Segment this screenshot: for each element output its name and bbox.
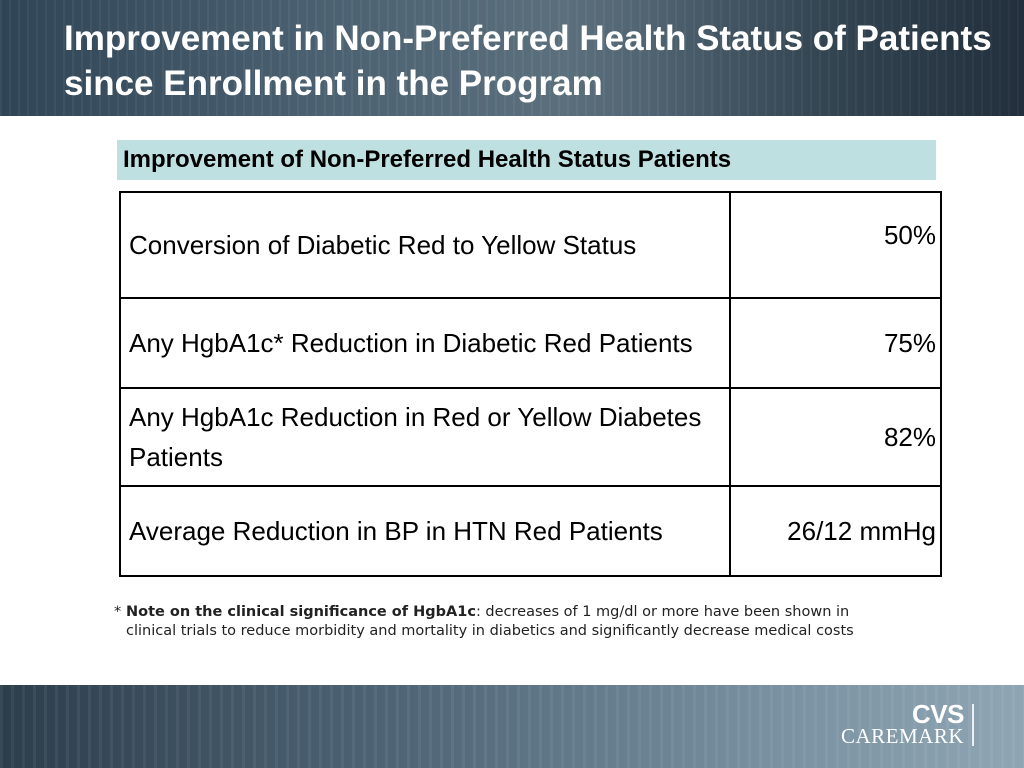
table-subtitle: Improvement of Non-Preferred Health Stat… <box>117 140 936 180</box>
row-label: Any HgbA1c Reduction in Red or Yellow Di… <box>118 387 732 487</box>
row-value: 26/12 mmHg <box>729 485 942 577</box>
logo-cvs-text: CVS <box>912 699 964 729</box>
table-row: Average Reduction in BP in HTN Red Patie… <box>118 485 942 577</box>
footnote-text: : decreases of 1 mg/dl or more have been… <box>126 604 854 639</box>
footnote: * Note on the clinical significance of H… <box>114 603 874 641</box>
header-band <box>0 0 1024 116</box>
footer-band <box>0 685 1024 768</box>
table-row: Any HgbA1c* Reduction in Diabetic Red Pa… <box>118 297 942 389</box>
results-table: Conversion of Diabetic Red to Yellow Sta… <box>118 191 942 577</box>
header-shade <box>644 0 1024 116</box>
logo-divider <box>972 704 974 746</box>
row-value: 50% <box>729 191 942 299</box>
footnote-marker: * <box>114 604 122 620</box>
cvs-caremark-logo: CVS CAREMARK <box>841 699 976 750</box>
row-value: 75% <box>729 297 942 389</box>
slide-title: Improvement in Non-Preferred Health Stat… <box>64 19 992 103</box>
row-label: Average Reduction in BP in HTN Red Patie… <box>118 485 732 577</box>
footnote-lead: Note on the clinical significance of Hgb… <box>126 604 476 620</box>
logo-caremark-text: CAREMARK <box>840 724 964 748</box>
row-value: 82% <box>729 387 942 487</box>
table-row: Conversion of Diabetic Red to Yellow Sta… <box>118 191 942 299</box>
table-row: Any HgbA1c Reduction in Red or Yellow Di… <box>118 387 942 487</box>
row-label: Conversion of Diabetic Red to Yellow Sta… <box>118 191 732 299</box>
footnote-body: Note on the clinical significance of Hgb… <box>114 603 874 641</box>
row-label: Any HgbA1c* Reduction in Diabetic Red Pa… <box>118 297 732 389</box>
